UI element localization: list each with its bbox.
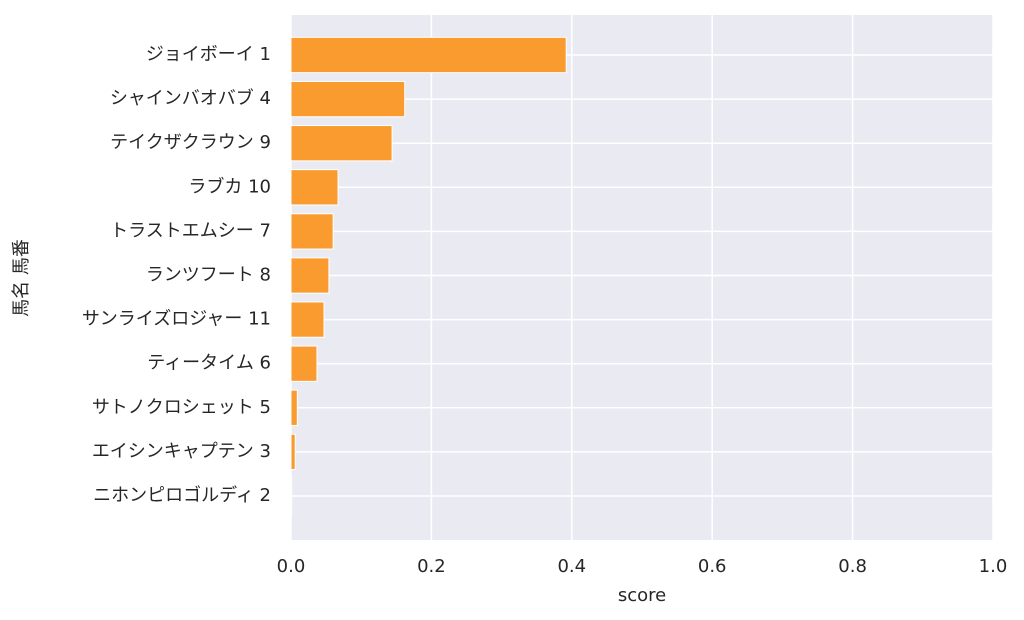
- y-tick-label: ジョイボーイ 1: [146, 44, 271, 65]
- bar: [290, 389, 298, 426]
- x-tick-label: 0.4: [557, 556, 586, 577]
- bar: [290, 433, 296, 471]
- x-tick-label: 1.0: [979, 556, 1008, 577]
- x-tick-label: 0.8: [838, 556, 867, 577]
- bar: [290, 213, 334, 250]
- y-tick-label: ランツフート 8: [146, 265, 271, 286]
- bar: [290, 169, 339, 206]
- bar: [290, 80, 406, 118]
- y-tick-label: ラブカ 10: [188, 175, 271, 197]
- x-axis-label: score: [618, 585, 666, 606]
- y-axis-label: 馬名 馬番: [11, 239, 32, 317]
- y-tick-label: エイシンキャプテン 3: [92, 441, 271, 462]
- bar: [290, 36, 567, 74]
- bar: [290, 477, 293, 515]
- x-tick-label: 0.0: [277, 556, 306, 577]
- bar: [290, 257, 330, 294]
- y-tick-label: ティータイム 6: [147, 353, 271, 374]
- x-tick-label: 0.6: [698, 556, 727, 577]
- y-tick-label: サンライズロジャー 11: [82, 309, 271, 330]
- bar: [290, 345, 318, 382]
- x-tick-label: 0.2: [417, 556, 446, 577]
- y-tick-label: サトノクロシェット 5: [92, 397, 271, 418]
- y-tick-label: ニホンピロゴルディ 2: [93, 485, 271, 506]
- y-tick-label: テイクザクラウン 9: [110, 132, 271, 153]
- y-tick-label: シャインバオバブ 4: [110, 87, 271, 109]
- y-tick-label: トラストエムシー 7: [110, 220, 271, 241]
- bar: [290, 301, 325, 338]
- bar: [290, 125, 393, 162]
